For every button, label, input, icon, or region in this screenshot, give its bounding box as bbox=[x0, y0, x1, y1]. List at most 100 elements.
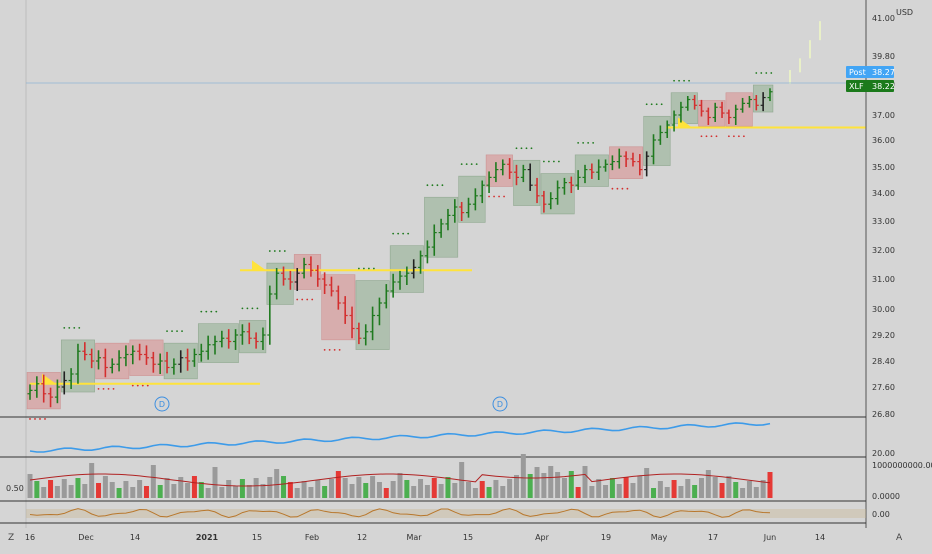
corner-right-label[interactable]: A bbox=[896, 533, 903, 543]
signal-dot bbox=[97, 387, 100, 390]
volume-bar bbox=[746, 481, 752, 498]
volume-bar bbox=[753, 487, 759, 498]
volume-bar bbox=[479, 481, 485, 498]
signal-dot bbox=[131, 384, 134, 387]
price-tick-label: 39.80 bbox=[872, 52, 895, 61]
consolidation-box bbox=[266, 262, 294, 305]
svg-text:38.22: 38.22 bbox=[872, 82, 895, 91]
volume-bar bbox=[301, 481, 307, 498]
consolidation-box bbox=[458, 175, 486, 223]
volume-axis-tick-top: 1000000000.0000 bbox=[872, 461, 932, 470]
svg-text:38.27: 38.27 bbox=[872, 68, 895, 77]
signal-dot bbox=[498, 195, 500, 198]
consolidation-box bbox=[197, 323, 239, 363]
volume-bar bbox=[411, 486, 417, 498]
volume-bar bbox=[212, 467, 218, 498]
signal-dot bbox=[577, 141, 580, 144]
volume-bar bbox=[390, 481, 396, 498]
signal-dot bbox=[547, 160, 550, 163]
volume-bar bbox=[219, 487, 225, 498]
svg-text:Post: Post bbox=[849, 68, 866, 77]
volume-bar bbox=[383, 488, 389, 498]
volume-bar bbox=[322, 486, 328, 498]
volume-bar bbox=[541, 473, 547, 498]
volume-bar bbox=[589, 486, 595, 498]
signal-dot bbox=[333, 348, 336, 351]
volume-bar bbox=[582, 466, 588, 498]
volume-bar bbox=[287, 482, 293, 498]
signal-dot bbox=[112, 387, 115, 390]
volume-bar bbox=[27, 474, 33, 498]
signal-dot bbox=[465, 163, 468, 166]
volume-bar bbox=[68, 485, 74, 498]
signal-dot bbox=[73, 326, 76, 329]
signal-dot bbox=[397, 232, 400, 235]
signal-dot bbox=[493, 195, 495, 198]
signal-dot bbox=[655, 103, 658, 106]
volume-bar bbox=[102, 476, 108, 498]
signal-dot bbox=[770, 72, 773, 74]
volume-bar bbox=[41, 487, 47, 498]
volume-bar bbox=[445, 477, 451, 498]
signal-dot bbox=[367, 267, 370, 270]
volume-bar bbox=[349, 484, 355, 498]
currency-label: USD bbox=[896, 8, 913, 17]
time-tick-label: Apr bbox=[535, 533, 550, 542]
dividend-label: D bbox=[497, 400, 503, 409]
volume-bar bbox=[82, 484, 88, 498]
signal-dot bbox=[530, 147, 533, 150]
volume-bar bbox=[596, 479, 602, 498]
time-tick-label: 15 bbox=[252, 533, 262, 542]
volume-bar bbox=[424, 485, 430, 498]
signal-dot bbox=[765, 72, 768, 74]
volume-ma-line bbox=[29, 473, 771, 487]
signal-dot bbox=[171, 330, 173, 333]
signal-dots bbox=[29, 72, 773, 420]
signal-dot bbox=[200, 310, 203, 313]
volume-bar bbox=[226, 480, 232, 498]
price-tick-label: 28.40 bbox=[872, 357, 895, 366]
corner-left-label[interactable]: Z bbox=[8, 533, 14, 543]
signal-dot bbox=[107, 387, 110, 390]
volume-bar bbox=[281, 476, 287, 498]
volume-bar bbox=[452, 483, 458, 498]
volume-bar bbox=[370, 476, 376, 498]
signal-dot bbox=[700, 135, 703, 138]
volume-bar bbox=[548, 466, 554, 498]
signal-dot bbox=[68, 326, 71, 329]
time-tick-label: Mar bbox=[406, 533, 422, 542]
signal-dot bbox=[372, 267, 375, 270]
volume-bar bbox=[260, 484, 266, 498]
signal-dot bbox=[78, 326, 81, 329]
volume-bar bbox=[664, 487, 670, 498]
signal-dot bbox=[542, 160, 545, 163]
volume-bar bbox=[191, 476, 197, 498]
consolidation-box bbox=[293, 254, 322, 290]
volume-bar bbox=[130, 487, 136, 498]
support-marker bbox=[42, 373, 56, 384]
volume-bar bbox=[657, 481, 663, 498]
time-axis[interactable]: 16 Dec 14 2021 15 Feb 12 Mar 15 Apr 19 May 17 Jun 14 bbox=[25, 533, 825, 542]
signal-dot bbox=[626, 187, 629, 190]
volume-bar bbox=[376, 482, 382, 498]
signal-dot bbox=[39, 418, 41, 420]
signal-dot bbox=[205, 310, 208, 313]
volume-bar bbox=[404, 480, 410, 498]
consolidation-box bbox=[643, 115, 671, 166]
volume-bar bbox=[472, 488, 478, 498]
volume-bar bbox=[726, 476, 732, 498]
signal-dot bbox=[587, 141, 590, 144]
consolidation-box bbox=[698, 100, 726, 127]
time-tick-label: Dec bbox=[78, 533, 93, 542]
volume-bar bbox=[274, 469, 280, 498]
forecast-bars bbox=[789, 21, 821, 84]
signal-dot bbox=[503, 195, 505, 198]
volume-bar bbox=[233, 486, 239, 498]
volume-bar bbox=[171, 484, 177, 498]
volume-bar bbox=[96, 483, 102, 498]
volume-bar bbox=[61, 479, 67, 498]
signal-dot bbox=[520, 147, 523, 150]
